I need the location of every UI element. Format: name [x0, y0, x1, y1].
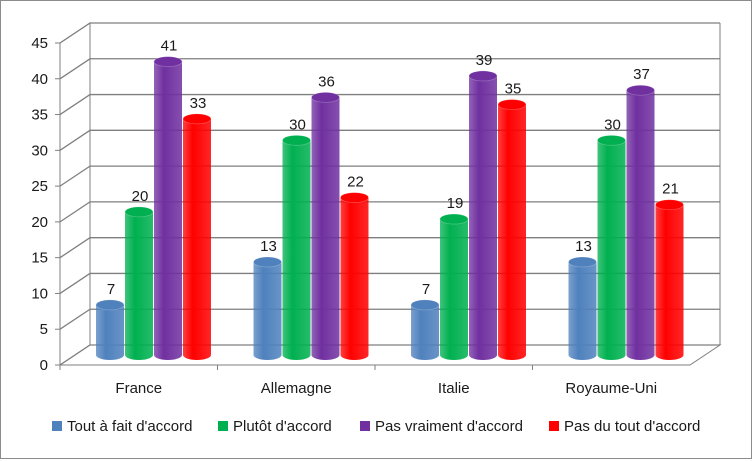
- data-label-plutot-d-accord-allemagne: 30: [289, 116, 306, 133]
- data-label-plutot-d-accord-france: 20: [132, 188, 149, 205]
- bar-plutot-d-accord-royaume-uni: [597, 134, 626, 360]
- data-label-pas-vraiment-d-accord-royaume-uni: 37: [633, 66, 650, 83]
- data-label-pas-du-tout-d-accord-france: 33: [190, 95, 207, 112]
- x-tick-label-royaume-uni: Royaume-Uni: [565, 380, 657, 397]
- x-axis: France Allemagne Italie Royaume-Uni: [59, 364, 690, 397]
- y-tick-label: 30: [31, 142, 48, 159]
- data-label-plutot-d-accord-royaume-uni: 30: [604, 116, 621, 133]
- data-labels: 7 20 41 33 13 30 36 22 7 19 39 35 13 30 37 21: [107, 38, 679, 298]
- y-tick-label: 10: [31, 285, 48, 302]
- bar-plutot-d-accord-france: [124, 206, 154, 360]
- data-label-pas-du-tout-d-accord-royaume-uni: 21: [662, 181, 679, 198]
- y-tick-label: 5: [40, 321, 48, 338]
- y-tick-label: 40: [31, 71, 48, 88]
- x-tick-label-italie: Italie: [438, 380, 470, 397]
- data-label-pas-vraiment-d-accord-italie: 39: [476, 52, 493, 69]
- legend-swatch: [52, 421, 62, 431]
- x-tick-label-allemagne: Allemagne: [261, 380, 332, 397]
- bar-tout-a-fait-d-accord-royaume-uni: [568, 256, 597, 360]
- data-label-plutot-d-accord-italie: 19: [447, 195, 464, 212]
- bar-pas-vraiment-d-accord-france: [153, 56, 183, 360]
- data-label-pas-du-tout-d-accord-allemagne: 22: [347, 174, 364, 191]
- data-label-tout-a-fait-d-accord-italie: 7: [422, 281, 430, 298]
- bars: [95, 56, 684, 361]
- y-tick-label: 25: [31, 178, 48, 195]
- y-tick-label: 15: [31, 250, 48, 267]
- bar-tout-a-fait-d-accord-italie: [410, 299, 440, 360]
- data-label-pas-vraiment-d-accord-france: 41: [161, 38, 178, 55]
- bar-pas-vraiment-d-accord-allemagne: [311, 92, 340, 361]
- legend: Tout à fait d'accord Plutôt d'accord Pas v…: [52, 418, 700, 435]
- legend-item-plutot-d-accord: Plutôt d'accord: [218, 418, 332, 435]
- legend-swatch: [218, 421, 228, 431]
- data-label-pas-vraiment-d-accord-allemagne: 36: [318, 73, 335, 90]
- gridline: [59, 93, 720, 116]
- data-label-tout-a-fait-d-accord-allemagne: 13: [260, 238, 277, 255]
- legend-swatch: [549, 421, 559, 431]
- bar-pas-du-tout-d-accord-allemagne: [340, 192, 369, 360]
- data-label-tout-a-fait-d-accord-france: 7: [107, 281, 115, 298]
- bar-tout-a-fait-d-accord-allemagne: [253, 256, 282, 360]
- y-tick-label: 0: [40, 357, 48, 374]
- y-tick-label: 35: [31, 107, 48, 124]
- legend-label: Pas du tout d'accord: [564, 418, 700, 435]
- bar-pas-du-tout-d-accord-italie: [497, 99, 527, 360]
- gridline: [59, 58, 720, 80]
- bar-pas-vraiment-d-accord-royaume-uni: [626, 84, 655, 360]
- gridline: [59, 22, 720, 44]
- bar-pas-vraiment-d-accord-italie: [468, 70, 498, 360]
- x-tick-label-france: France: [115, 380, 162, 397]
- bar-pas-du-tout-d-accord-royaume-uni: [655, 199, 684, 360]
- bar-plutot-d-accord-italie: [439, 213, 469, 360]
- bar-pas-du-tout-d-accord-france: [182, 113, 212, 360]
- legend-label: Pas vraiment d'accord: [375, 418, 523, 435]
- legend-swatch: [360, 421, 370, 431]
- data-label-tout-a-fait-d-accord-royaume-uni: 13: [575, 238, 592, 255]
- legend-item-pas-vraiment-d-accord: Pas vraiment d'accord: [360, 418, 523, 435]
- bar-tout-a-fait-d-accord-france: [95, 299, 125, 360]
- legend-item-pas-du-tout-d-accord: Pas du tout d'accord: [549, 418, 700, 435]
- legend-label: Tout à fait d'accord: [67, 418, 192, 435]
- y-axis: 0 5 10 15 20 25 30 35 40 45: [31, 35, 61, 374]
- bar-plutot-d-accord-allemagne: [282, 134, 311, 360]
- data-label-pas-du-tout-d-accord-italie: 35: [505, 81, 522, 98]
- side-wall: [59, 22, 91, 366]
- legend-label: Plutôt d'accord: [233, 418, 332, 435]
- legend-item-tout-a-fait-d-accord: Tout à fait d'accord: [52, 418, 192, 435]
- y-tick-label: 20: [31, 214, 48, 231]
- y-tick-label: 45: [31, 35, 48, 52]
